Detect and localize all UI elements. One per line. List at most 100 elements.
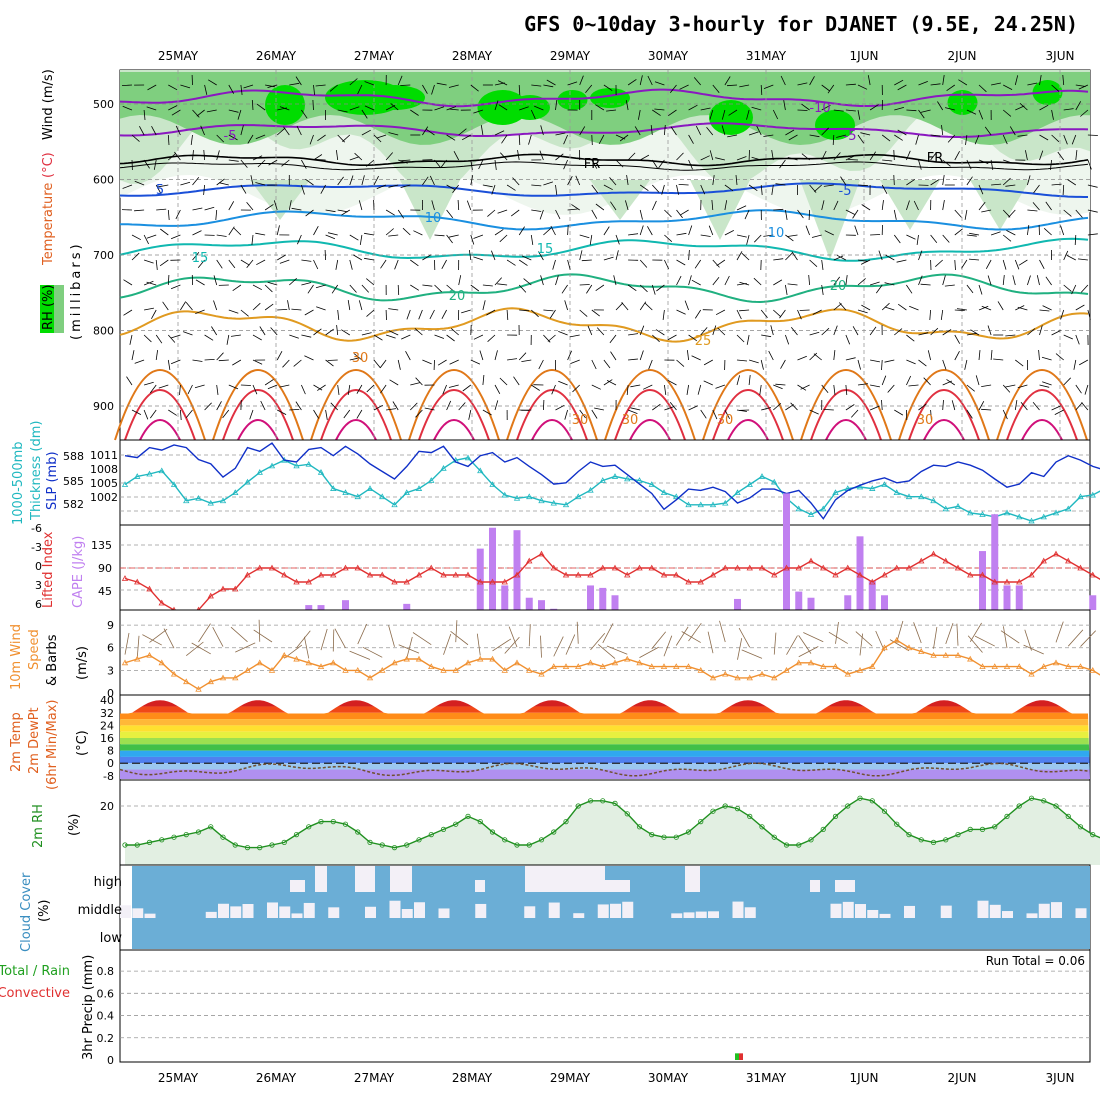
barb (327, 359, 338, 361)
barb (894, 79, 904, 86)
middle-cloud-block (267, 902, 278, 918)
lifted-index-line-point (1028, 571, 1035, 578)
barb (1002, 234, 1012, 242)
barb (170, 334, 181, 339)
barb (192, 176, 200, 186)
barb (787, 157, 798, 161)
middle-cloud-block (671, 913, 683, 918)
barb (785, 252, 793, 261)
barb (552, 259, 556, 270)
barb (809, 259, 818, 267)
lifted-index-line-point (121, 575, 129, 581)
barb (1017, 134, 1028, 137)
barb (1027, 175, 1031, 186)
lifted-index-line-point (942, 557, 949, 564)
barb (958, 79, 968, 86)
barb (887, 384, 895, 393)
barb (228, 159, 239, 162)
wind10-label-3: & Barbs (45, 634, 60, 686)
barb (1055, 353, 1064, 361)
wind10-line-point (942, 651, 949, 658)
high-cloud-gap-0 (290, 880, 305, 892)
barb (185, 409, 193, 419)
barb (530, 109, 536, 120)
barb (615, 159, 624, 168)
wind10-barb (798, 646, 819, 658)
wind10-line-point (611, 659, 619, 666)
barb (975, 375, 980, 386)
thickness-line-point (158, 467, 165, 474)
barb (446, 234, 453, 244)
barb (894, 328, 903, 336)
barb (754, 234, 762, 243)
barb (942, 159, 951, 167)
slp-label: SLP (mb) (45, 451, 60, 510)
barb (397, 284, 400, 296)
barb (966, 176, 973, 186)
contour-label-12: 20 (830, 279, 847, 294)
rh2m-line-point (318, 818, 324, 825)
barb (676, 359, 685, 367)
thickness-label-2: Thickness (dm) (29, 421, 44, 521)
barb (482, 374, 485, 386)
barb (359, 234, 363, 245)
barb (313, 84, 315, 95)
barb (1063, 108, 1074, 111)
barb (237, 109, 242, 120)
barb (736, 409, 747, 412)
barb (478, 159, 484, 170)
barb (256, 259, 266, 266)
barb (603, 84, 613, 91)
barb (664, 406, 674, 411)
wind10-line-point (244, 667, 251, 673)
thickness-line-point (611, 473, 619, 479)
contour-20 (119, 273, 1089, 304)
barb (857, 109, 861, 120)
wind10-line-point (121, 659, 129, 666)
rh2m-line-point (477, 818, 483, 825)
barb (847, 159, 859, 161)
lifted-index-line-point (795, 564, 802, 571)
barb (494, 229, 504, 236)
barb (667, 379, 677, 386)
precip-convective-label: Convective (0, 986, 70, 1001)
barb (857, 134, 865, 144)
cape-bar-18 (844, 595, 852, 610)
contour-40-arch-5 (629, 419, 671, 441)
wind10-line-point (746, 674, 753, 681)
wind10-line (124, 639, 1100, 691)
barb (304, 309, 314, 316)
barb (896, 259, 907, 263)
barb (442, 384, 447, 395)
contour-label-15: 30 (572, 413, 589, 428)
barb (845, 275, 848, 286)
barb (954, 259, 956, 271)
rh2m-line-point (428, 831, 434, 838)
barb (232, 284, 242, 292)
barb (779, 159, 786, 169)
barb (833, 303, 842, 311)
barb (313, 259, 319, 270)
barb (700, 234, 711, 237)
barb (942, 399, 944, 411)
thickness-line-point (501, 491, 508, 498)
barb (450, 328, 459, 336)
wind10-barb (606, 645, 628, 655)
barb (313, 409, 320, 419)
barb (906, 359, 916, 365)
barb (1062, 74, 1065, 86)
barb (518, 352, 527, 361)
barb (918, 109, 925, 119)
barb (935, 259, 943, 267)
thickness-line-point (807, 511, 815, 517)
thickness-line-point (709, 501, 717, 508)
barb (579, 75, 584, 86)
lifted-index-line-point (232, 585, 239, 592)
barb (978, 84, 987, 93)
barb (603, 184, 613, 191)
barb (881, 375, 887, 386)
wind10-line-point (844, 670, 851, 677)
contour-label-4: FR (927, 151, 944, 166)
barb (884, 306, 895, 311)
middle-cloud-block (977, 900, 989, 918)
